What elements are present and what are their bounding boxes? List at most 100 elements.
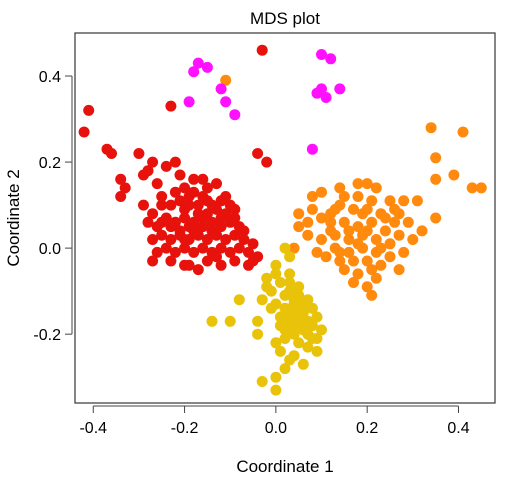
data-point	[279, 363, 291, 375]
data-point	[179, 203, 191, 215]
data-point	[338, 216, 350, 228]
data-point	[156, 229, 168, 241]
data-point	[293, 289, 305, 301]
data-point	[293, 311, 305, 323]
data-point	[83, 104, 95, 116]
data-point	[284, 285, 296, 297]
data-point	[238, 234, 250, 245]
data-point	[352, 268, 364, 280]
y-axis-label: Coordinate 2	[4, 169, 23, 266]
data-point	[174, 195, 186, 207]
data-point	[393, 264, 405, 276]
data-point	[370, 234, 382, 245]
data-point	[247, 238, 259, 250]
data-point	[215, 242, 227, 254]
data-point	[457, 126, 469, 138]
data-point	[206, 216, 218, 228]
data-point	[311, 246, 323, 258]
data-point	[274, 311, 286, 323]
data-point	[316, 234, 327, 245]
data-point	[151, 246, 163, 258]
data-point	[138, 199, 149, 211]
data-point	[334, 182, 346, 194]
chart-title: MDS plot	[250, 9, 320, 28]
data-point	[165, 255, 177, 267]
data-point	[320, 92, 332, 103]
data-point	[384, 251, 396, 263]
y-tick-label: 0.4	[39, 69, 61, 86]
data-point	[201, 208, 213, 220]
data-point	[411, 195, 423, 207]
data-point	[179, 182, 191, 194]
data-point	[270, 268, 282, 280]
data-point	[311, 345, 323, 357]
data-point	[293, 281, 305, 293]
data-point	[352, 178, 364, 190]
data-point	[78, 126, 90, 138]
data-point	[197, 221, 209, 233]
plot-frame	[74, 32, 496, 404]
data-point	[379, 225, 391, 237]
data-point	[188, 173, 200, 185]
data-point	[320, 251, 332, 263]
data-points	[78, 44, 487, 396]
data-point	[270, 259, 282, 271]
data-point	[348, 255, 359, 267]
data-point	[211, 178, 222, 190]
data-point	[293, 208, 305, 220]
data-point	[160, 242, 172, 254]
data-point	[302, 341, 314, 353]
data-point	[288, 328, 300, 340]
data-point	[311, 87, 323, 99]
data-point	[430, 212, 442, 224]
data-point	[201, 182, 213, 194]
data-point	[338, 264, 350, 276]
data-point	[316, 186, 327, 198]
data-point	[206, 225, 218, 237]
data-point	[389, 216, 401, 228]
data-point	[316, 324, 327, 336]
data-point	[366, 216, 378, 228]
data-point	[316, 49, 327, 60]
data-point	[366, 195, 378, 207]
data-point	[398, 195, 410, 207]
data-point	[265, 302, 277, 314]
data-point	[334, 246, 346, 258]
data-point	[229, 109, 241, 121]
data-point	[284, 268, 296, 280]
data-point	[274, 320, 286, 332]
data-point	[169, 246, 181, 258]
data-point	[188, 225, 200, 237]
data-point	[224, 246, 236, 258]
y-tick-label: -0.2	[33, 327, 61, 344]
data-point	[297, 358, 309, 370]
data-point	[311, 333, 323, 344]
data-point	[279, 242, 291, 254]
data-point	[142, 216, 154, 228]
data-point	[133, 148, 145, 159]
data-point	[274, 277, 286, 288]
data-point	[147, 234, 159, 245]
x-tick-label: 0.4	[447, 420, 469, 437]
data-point	[361, 255, 373, 267]
data-point	[416, 225, 428, 237]
data-point	[302, 294, 314, 306]
data-point	[430, 173, 442, 185]
data-point	[466, 182, 478, 194]
data-point	[160, 160, 172, 172]
data-point	[229, 212, 241, 224]
data-point	[306, 191, 318, 202]
data-point	[147, 255, 159, 267]
data-point	[247, 255, 259, 267]
data-point	[183, 96, 195, 108]
data-point	[174, 225, 186, 237]
data-point	[384, 238, 396, 250]
data-point	[192, 199, 204, 211]
data-point	[316, 212, 327, 224]
data-point	[348, 203, 359, 215]
y-tick-label: 0.0	[39, 241, 61, 258]
data-point	[284, 251, 296, 263]
data-point	[261, 156, 273, 168]
data-point	[279, 333, 291, 344]
data-point	[201, 255, 213, 267]
